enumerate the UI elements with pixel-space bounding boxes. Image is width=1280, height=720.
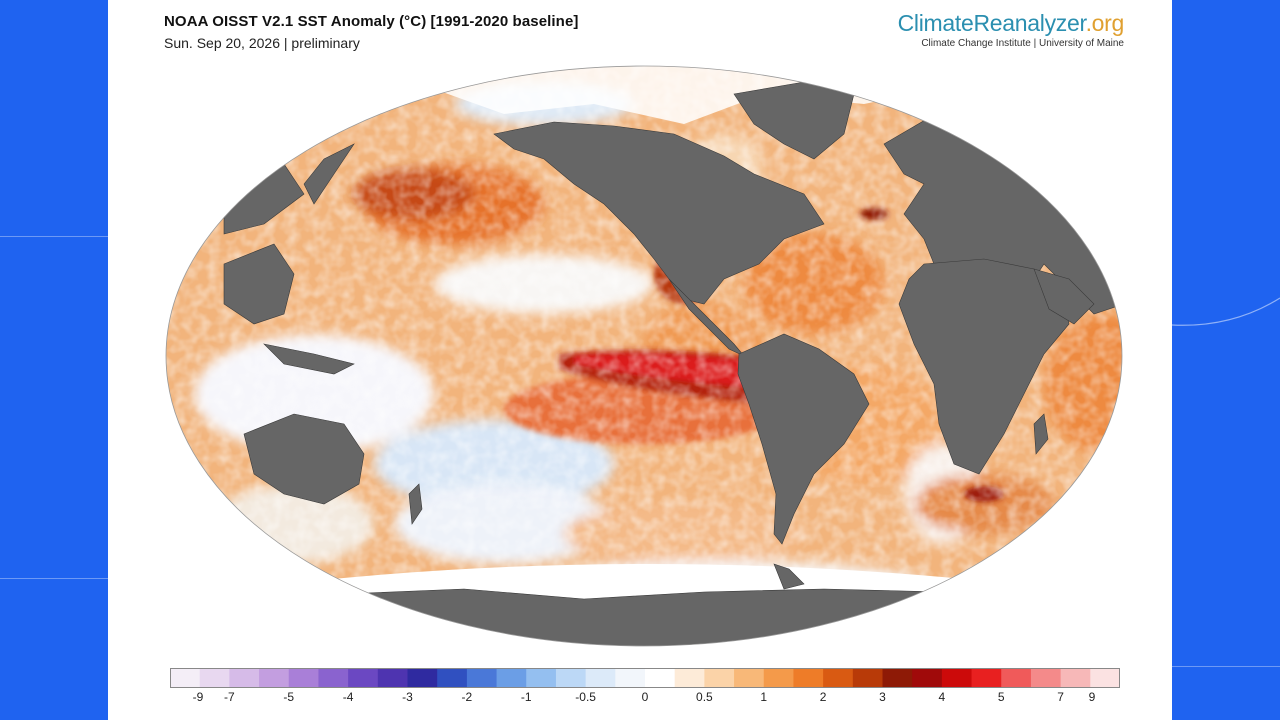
colorbar-tick-label: -9 xyxy=(192,690,204,704)
colorbar-swatch xyxy=(763,668,794,688)
colorbar-tick-label: -5 xyxy=(283,690,295,704)
decorative-line-left-lower xyxy=(0,578,108,579)
map-panel: NOAA OISST V2.1 SST Anomaly (°C) [1991-2… xyxy=(108,0,1172,720)
logo-subtitle: Climate Change Institute | University of… xyxy=(921,38,1124,49)
colorbar-swatch xyxy=(466,668,498,688)
colorbar-tick-label: 4 xyxy=(938,690,946,704)
colorbar-swatch xyxy=(793,668,824,688)
colorbar-swatch xyxy=(734,668,765,688)
colorbar-tick-label: 1 xyxy=(760,690,768,704)
colorbar-swatch xyxy=(526,668,557,688)
colorbar-tick-label: 7 xyxy=(1057,690,1064,704)
colorbar-swatch xyxy=(555,668,587,688)
colorbar-swatch xyxy=(348,668,379,688)
colorbar-swatch xyxy=(437,668,468,688)
colorbar-swatch xyxy=(823,668,854,688)
colorbar-swatch xyxy=(170,668,201,688)
colorbar-swatch xyxy=(852,668,883,688)
colorbar-tick-label: -7 xyxy=(224,690,235,704)
sst-anomaly-map xyxy=(165,65,1123,647)
colorbar-tick-labels: -9 -7 -5 -4 -3 -2 -1 -0.5 0 0.5 1 2 3 4 5 7 9 xyxy=(170,690,1120,706)
climate-reanalyzer-logo[interactable]: ClimateReanalyzer.org Climate Change Ins… xyxy=(897,10,1125,49)
colorbar-swatch xyxy=(585,668,616,688)
logo-name: ClimateReanalyzer xyxy=(897,10,1086,36)
colorbar-swatch xyxy=(882,668,913,688)
colorbar-swatch xyxy=(288,668,319,688)
colorbar-tick-label: 0 xyxy=(641,690,649,704)
logo-suffix: .org xyxy=(1085,10,1125,36)
colorbar-tick-label: 3 xyxy=(879,690,886,704)
colorbar-swatch xyxy=(407,668,438,688)
colorbar-swatch xyxy=(912,668,943,688)
colorbar-tick-label: -2 xyxy=(461,690,473,704)
colorbar-swatch xyxy=(1090,668,1120,688)
colorbar-swatch xyxy=(496,668,527,688)
colorbar-tick-label: -0.5 xyxy=(575,690,596,704)
colorbar-swatch xyxy=(971,668,1002,688)
colorbar-swatch xyxy=(674,668,705,688)
colorbar-swatch xyxy=(259,668,290,688)
colorbar-swatch xyxy=(229,668,260,688)
colorbar-swatch xyxy=(199,668,230,688)
colorbar-swatch xyxy=(941,668,973,688)
colorbar-swatch xyxy=(318,668,349,688)
colorbar-swatch xyxy=(615,668,646,688)
colorbar-swatch xyxy=(645,668,676,688)
colorbar-swatch xyxy=(377,668,408,688)
map-date: Sun. Sep 20, 2026 | preliminary xyxy=(164,35,360,51)
colorbar-tick-label: -1 xyxy=(520,690,532,704)
colorbar-border xyxy=(170,668,1120,688)
colorbar-swatch xyxy=(1001,668,1032,688)
colorbar-swatch xyxy=(1060,668,1091,688)
colorbar-swatch xyxy=(1030,668,1062,688)
colorbar-tick-label: 2 xyxy=(819,690,827,704)
colorbar-swatch xyxy=(704,668,735,688)
colorbar-tick-label: 9 xyxy=(1088,690,1096,704)
map-title: NOAA OISST V2.1 SST Anomaly (°C) [1991-2… xyxy=(164,13,579,30)
decorative-line-right xyxy=(1172,666,1280,667)
colorbar-tick-label: 0.5 xyxy=(696,690,713,704)
colorbar-tick-label: -4 xyxy=(342,690,354,704)
decorative-curve-right xyxy=(1172,297,1280,326)
decorative-line-left-upper xyxy=(0,236,108,237)
colorbar-tick-label: -3 xyxy=(402,690,413,704)
colorbar-tick-label: 5 xyxy=(997,690,1005,704)
anomaly-colorbar xyxy=(170,668,1120,688)
